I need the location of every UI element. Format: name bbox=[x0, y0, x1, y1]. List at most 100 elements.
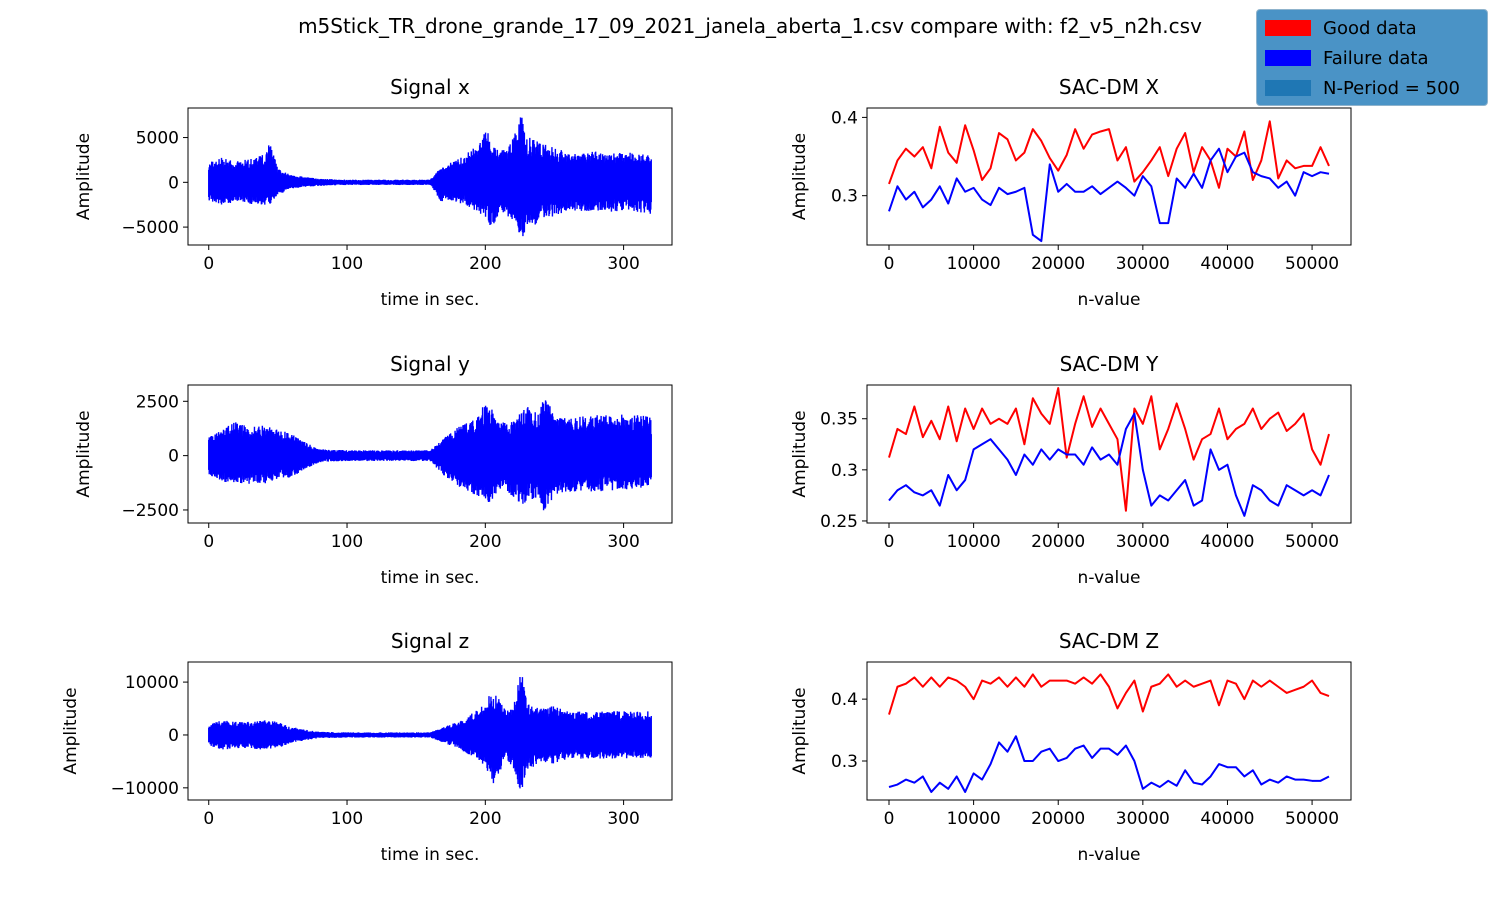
x-tick-label: 30000 bbox=[1116, 254, 1170, 274]
y-tick-label: 0.4 bbox=[831, 690, 858, 710]
legend-swatch-failure bbox=[1265, 50, 1311, 66]
x-tick-label: 0 bbox=[203, 532, 214, 552]
subplot-2: 0 10000 20000 30000 40000 50000 0.3 0.4 SAC-DM X… bbox=[790, 75, 1352, 310]
legend-item-failure: Failure data bbox=[1265, 46, 1429, 70]
plot-area bbox=[888, 673, 1330, 793]
y-tick-label: 5000 bbox=[136, 129, 179, 149]
y-tick-label: −10000 bbox=[111, 779, 179, 799]
series-good-line bbox=[888, 387, 1330, 512]
subplot-title: Signal x bbox=[390, 75, 470, 99]
plot-area bbox=[208, 400, 652, 511]
subplot-3: 0 100 200 300 −2500 0 2500 Signal y time in sec.… bbox=[74, 352, 673, 588]
x-tick-label: 300 bbox=[607, 254, 639, 274]
x-tick-label: 0 bbox=[884, 254, 895, 274]
x-tick-label: 10000 bbox=[947, 532, 1001, 552]
x-tick-label: 100 bbox=[331, 532, 363, 552]
axes-frame bbox=[866, 384, 1352, 524]
x-tick-label: 100 bbox=[331, 809, 363, 829]
y-tick-label: 0.3 bbox=[831, 461, 858, 481]
subplot-title: Signal z bbox=[391, 629, 469, 653]
series-failure-line bbox=[888, 412, 1330, 517]
y-axis-label: Amplitude bbox=[61, 687, 81, 774]
x-tick-label: 10000 bbox=[947, 254, 1001, 274]
x-tick-label: 20000 bbox=[1031, 809, 1085, 829]
subplot-title: Signal y bbox=[390, 352, 470, 376]
x-tick-label: 30000 bbox=[1116, 809, 1170, 829]
x-axis-label: n-value bbox=[1078, 845, 1141, 865]
x-tick-label: 0 bbox=[884, 809, 895, 829]
x-tick-label: 30000 bbox=[1116, 532, 1170, 552]
x-tick-label: 20000 bbox=[1031, 254, 1085, 274]
axes-frame bbox=[187, 107, 673, 246]
y-tick-label: 0.3 bbox=[831, 187, 858, 207]
subplot-1: 0 100 200 300 −5000 0 5000 Signal x time in sec.… bbox=[74, 75, 673, 310]
x-tick-label: 200 bbox=[469, 809, 501, 829]
y-tick-label: 0 bbox=[168, 726, 179, 746]
series-good-line bbox=[888, 120, 1330, 189]
x-tick-label: 100 bbox=[331, 254, 363, 274]
x-tick-label: 0 bbox=[203, 254, 214, 274]
x-tick-label: 0 bbox=[203, 809, 214, 829]
x-tick-label: 0 bbox=[884, 532, 895, 552]
plot-area bbox=[888, 120, 1330, 243]
subplot-title: SAC-DM Y bbox=[1060, 352, 1160, 376]
y-tick-label: 0.3 bbox=[831, 752, 858, 772]
axes-frame bbox=[187, 384, 673, 524]
x-axis-label: time in sec. bbox=[381, 290, 480, 310]
plot-area bbox=[208, 676, 652, 789]
x-axis-label: time in sec. bbox=[381, 568, 480, 588]
legend-label-failure: Failure data bbox=[1323, 47, 1429, 69]
x-tick-label: 40000 bbox=[1200, 809, 1254, 829]
legend-swatch-good bbox=[1265, 20, 1311, 36]
y-tick-label: 0.4 bbox=[831, 108, 858, 128]
x-tick-label: 40000 bbox=[1200, 254, 1254, 274]
figure-suptitle: m5Stick_TR_drone_grande_17_09_2021_janel… bbox=[298, 14, 1202, 38]
y-axis-label: Amplitude bbox=[790, 133, 810, 220]
series-good-line bbox=[888, 673, 1330, 715]
x-axis-label: n-value bbox=[1078, 290, 1141, 310]
y-tick-label: −5000 bbox=[121, 218, 179, 238]
subplot-4: 0 10000 20000 30000 40000 50000 0.25 0.3 0.35 SAC… bbox=[790, 352, 1352, 588]
legend-label-nperiod: N-Period = 500 bbox=[1323, 77, 1460, 99]
x-tick-label: 300 bbox=[607, 809, 639, 829]
plot-area bbox=[208, 117, 652, 237]
y-tick-label: 2500 bbox=[136, 392, 179, 412]
axes-frame bbox=[866, 107, 1352, 246]
subplot-title: SAC-DM X bbox=[1059, 75, 1160, 99]
signal-core-band bbox=[208, 706, 652, 762]
x-axis-label: n-value bbox=[1078, 568, 1141, 588]
axes-frame bbox=[187, 661, 673, 801]
x-tick-label: 40000 bbox=[1200, 532, 1254, 552]
legend-swatch-nperiod bbox=[1265, 80, 1311, 96]
y-tick-label: 0 bbox=[168, 447, 179, 467]
legend: Good data Failure data N-Period = 500 bbox=[1256, 9, 1488, 106]
x-tick-label: 50000 bbox=[1285, 532, 1339, 552]
y-axis-label: Amplitude bbox=[790, 687, 810, 774]
y-tick-label: −2500 bbox=[121, 501, 179, 521]
y-tick-label: 10000 bbox=[125, 673, 179, 693]
subplot-5: 0 100 200 300 −10000 0 10000 Signal z time in se… bbox=[61, 629, 673, 865]
x-tick-label: 300 bbox=[607, 532, 639, 552]
subplot-6: 0 10000 20000 30000 40000 50000 0.3 0.4 SAC-DM Z… bbox=[790, 629, 1352, 865]
y-axis-label: Amplitude bbox=[74, 133, 94, 220]
x-tick-label: 10000 bbox=[947, 809, 1001, 829]
x-tick-label: 200 bbox=[469, 254, 501, 274]
x-tick-label: 50000 bbox=[1285, 809, 1339, 829]
plot-area bbox=[888, 387, 1330, 517]
y-axis-label: Amplitude bbox=[74, 410, 94, 497]
legend-item-good: Good data bbox=[1265, 16, 1417, 40]
y-axis-label: Amplitude bbox=[790, 410, 810, 497]
x-axis-label: time in sec. bbox=[381, 845, 480, 865]
signal-core-band bbox=[208, 152, 652, 208]
subplot-title: SAC-DM Z bbox=[1059, 629, 1159, 653]
legend-label-good: Good data bbox=[1323, 17, 1417, 39]
x-tick-label: 20000 bbox=[1031, 532, 1085, 552]
series-failure-line bbox=[888, 147, 1330, 243]
legend-item-nperiod: N-Period = 500 bbox=[1265, 76, 1460, 100]
series-failure-line bbox=[888, 735, 1330, 793]
x-tick-label: 50000 bbox=[1285, 254, 1339, 274]
x-tick-label: 200 bbox=[469, 532, 501, 552]
axes-frame bbox=[866, 661, 1352, 801]
y-tick-label: 0.35 bbox=[820, 410, 858, 430]
